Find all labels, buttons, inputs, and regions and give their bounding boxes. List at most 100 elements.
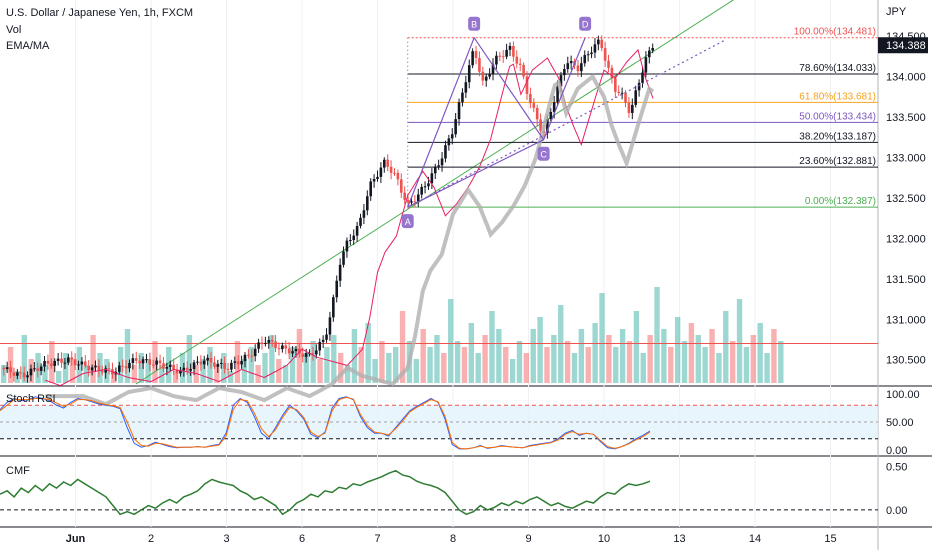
candle-body <box>546 119 549 134</box>
candle-body <box>522 64 525 77</box>
stoch-tick-label: 100.00 <box>886 389 920 401</box>
candle-body <box>9 367 12 373</box>
volume-bar <box>42 365 48 383</box>
candle-body <box>247 354 250 356</box>
candle-body <box>464 82 468 93</box>
volume-bar <box>778 341 784 383</box>
volume-bar <box>420 329 426 383</box>
time-tick-label: 9 <box>525 533 531 545</box>
candle-body <box>155 360 158 365</box>
candle-body <box>67 357 70 363</box>
volume-bar <box>145 359 151 383</box>
candle-body <box>488 73 491 77</box>
volume-bar <box>619 329 626 383</box>
pattern-point-label: B <box>471 20 477 30</box>
volume-bar <box>111 371 117 383</box>
volume-bar <box>633 311 640 383</box>
chart-title: U.S. Dollar / Japanese Yen, 1h, FXCM <box>6 7 194 19</box>
price-tick-label: 130.500 <box>886 355 926 367</box>
candle-body <box>447 138 451 146</box>
volume-bar <box>358 347 364 383</box>
volume-bar <box>434 335 440 383</box>
time-tick-label: 8 <box>450 533 456 545</box>
volume-bar <box>564 341 571 383</box>
volume-bar <box>482 335 488 383</box>
volume-bar <box>757 323 763 383</box>
volume-indicator-label[interactable]: Vol <box>6 24 22 36</box>
volume-bar <box>599 293 605 383</box>
volume-bar <box>386 353 392 383</box>
candle-body <box>372 178 376 182</box>
volume-bar <box>214 365 220 383</box>
candle-body <box>433 166 437 174</box>
volume-bar <box>372 359 378 383</box>
candle-body <box>512 46 515 57</box>
price-tick-label: 132.500 <box>886 193 926 205</box>
volume-bar <box>503 347 509 383</box>
fib-level-label: 38.20%(133.187) <box>799 131 876 142</box>
candle-body <box>614 78 617 92</box>
candle-body <box>454 119 457 135</box>
fib-level-label: 100.00%(134.481) <box>794 27 876 38</box>
candle-body <box>556 86 559 103</box>
volume-bar <box>681 341 688 383</box>
candle-body <box>518 63 522 65</box>
volume-bar <box>668 347 674 383</box>
candle-body <box>481 71 485 81</box>
candle-body <box>199 361 203 365</box>
candle-body <box>352 235 356 240</box>
candle-body <box>26 375 29 378</box>
emama-indicator-label[interactable]: EMA/MA <box>6 40 50 52</box>
volume-bar <box>640 353 646 383</box>
volume-bar <box>647 335 653 383</box>
volume-bar <box>90 335 96 383</box>
volume-bar <box>62 353 69 383</box>
ema-line <box>45 48 654 387</box>
time-tick-label: 7 <box>374 533 380 545</box>
candle-body <box>376 176 379 179</box>
candle-body <box>189 369 192 371</box>
candle-body <box>389 166 393 173</box>
volume-bar <box>578 329 585 383</box>
candle-body <box>593 44 597 53</box>
candle-body <box>240 360 243 365</box>
candle-body <box>325 334 328 340</box>
candle-body <box>566 63 570 70</box>
volume-bar <box>716 353 722 383</box>
candle-body <box>580 63 583 72</box>
volume-bar <box>379 341 385 383</box>
candle-body <box>202 360 206 365</box>
volume-bar <box>399 311 406 383</box>
candle-body <box>168 364 172 368</box>
candle-body <box>355 225 359 236</box>
candle-body <box>461 92 464 103</box>
candle-body <box>206 357 209 361</box>
volume-bar <box>441 353 447 383</box>
candle-body <box>101 370 104 373</box>
candle-body <box>2 367 6 370</box>
candle-body <box>349 239 352 241</box>
candle-body <box>627 102 631 113</box>
pattern-point-badge <box>579 16 592 31</box>
candle-body <box>60 358 63 363</box>
candle-body <box>491 64 495 74</box>
candle-body <box>559 75 563 87</box>
candle-body <box>641 72 644 83</box>
price-tick-label: 131.000 <box>886 314 926 326</box>
candle-body <box>335 280 339 298</box>
candle-body <box>386 159 389 167</box>
volume-bar <box>448 299 454 383</box>
candle-body <box>311 353 315 355</box>
candle-body <box>243 354 247 361</box>
cmf-line <box>0 469 651 516</box>
volume-bar <box>702 347 708 383</box>
candle-body <box>620 92 624 94</box>
candle-body <box>590 52 593 55</box>
candle-body <box>403 192 406 200</box>
candle-body <box>535 107 539 120</box>
candle-body <box>505 49 508 57</box>
volume-bar <box>530 329 536 383</box>
candle-body <box>410 201 413 203</box>
candle-body <box>182 367 186 371</box>
